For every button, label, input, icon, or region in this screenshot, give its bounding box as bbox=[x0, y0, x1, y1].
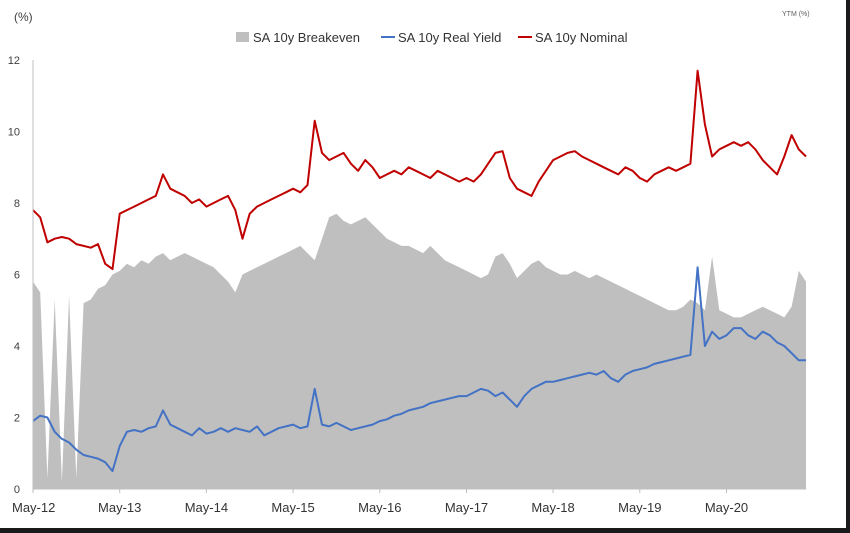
x-tick-label: May-12 bbox=[12, 500, 55, 515]
left-axis-unit: (%) bbox=[14, 10, 33, 24]
y-axis: 0 2 4 6 8 10 12 bbox=[8, 55, 34, 496]
x-tick-label: May-20 bbox=[705, 500, 748, 515]
breakeven-area-layer bbox=[33, 213, 806, 489]
sa-10y-breakeven-legend-swatch bbox=[236, 32, 249, 42]
sa-10y-real-yield-line bbox=[32, 266, 806, 473]
yield-lines-layer bbox=[32, 69, 807, 473]
right-axis-unit: YTM (%) bbox=[782, 11, 810, 18]
x-tick-label: May-13 bbox=[98, 500, 141, 515]
window-frame-right bbox=[846, 0, 850, 533]
y-tick-label: 2 bbox=[14, 413, 20, 425]
x-axis: May-12 May-13 May-14 May-15 May-16 May-17 May-… bbox=[12, 488, 806, 515]
y-tick-label: 10 bbox=[8, 127, 20, 139]
x-tick-label: May-18 bbox=[531, 500, 574, 515]
x-tick-label: May-14 bbox=[185, 500, 228, 515]
y-tick-label: 6 bbox=[14, 270, 20, 282]
y-tick-label: 4 bbox=[14, 341, 20, 353]
sa-10y-nominal-legend-label: SA 10y Nominal bbox=[535, 30, 628, 45]
x-tick-label: May-16 bbox=[358, 500, 401, 515]
y-tick-label: 8 bbox=[14, 198, 20, 210]
x-tick-label: May-19 bbox=[618, 500, 661, 515]
y-tick-label: 0 bbox=[14, 484, 20, 496]
sa-10y-real-yield-legend-label: SA 10y Real Yield bbox=[398, 30, 501, 45]
legend: SA 10y Breakeven SA 10y Real Yield SA 10y … bbox=[236, 30, 628, 45]
y-tick-label: 12 bbox=[8, 55, 20, 67]
window-frame-bottom bbox=[0, 528, 850, 533]
sa-10y-breakeven-legend-label: SA 10y Breakeven bbox=[253, 30, 360, 45]
sa-10y-breakeven-area bbox=[33, 213, 806, 489]
x-tick-label: May-17 bbox=[445, 500, 488, 515]
sa-10y-nominal-line bbox=[32, 69, 807, 271]
x-tick-label: May-15 bbox=[271, 500, 314, 515]
